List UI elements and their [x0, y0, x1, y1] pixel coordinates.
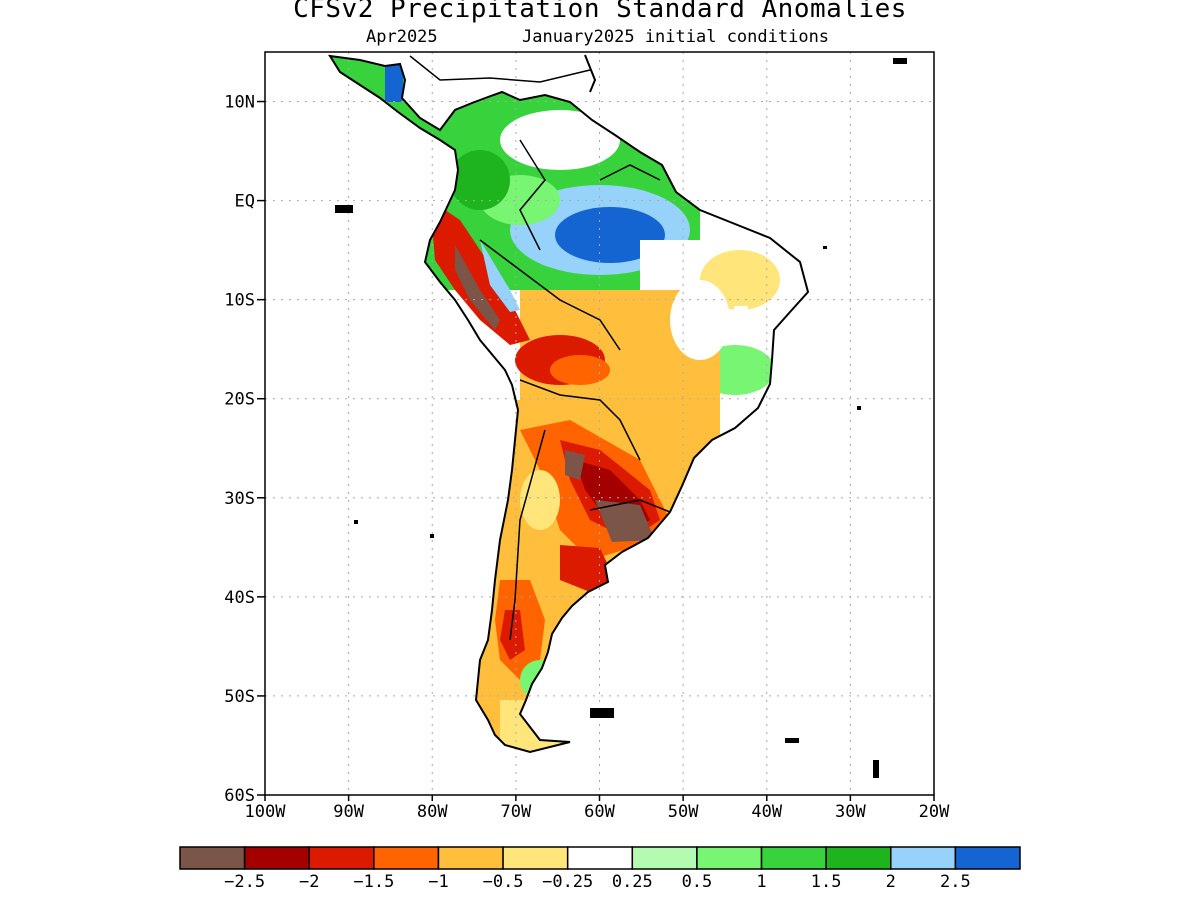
colorbar-label: 1 — [756, 872, 766, 892]
map-grid — [257, 51, 935, 801]
map-frame — [264, 51, 935, 796]
lat-label: 40S — [224, 588, 255, 608]
colorbar-label: −0.5 — [483, 872, 524, 892]
colorbar-swatch — [437, 846, 504, 870]
lat-label: 50S — [224, 687, 255, 707]
lat-label: 10N — [224, 93, 255, 113]
colorbar-label: −2 — [299, 872, 319, 892]
colorbar: −2.5 −2 −1.5 −1 −0.5 −0.25 0.25 0.5 1 1.5 2 2.5 — [179, 846, 1021, 892]
lat-label: 20S — [224, 390, 255, 410]
lon-label: 80W — [417, 802, 448, 822]
islands — [335, 58, 907, 778]
colorbar-label: 0.5 — [682, 872, 713, 892]
colorbar-swatch — [696, 846, 763, 870]
colorbar-label: −1 — [428, 872, 448, 892]
colorbar-label: 2.5 — [940, 872, 971, 892]
colorbar-swatch — [825, 846, 892, 870]
colorbar-label: 2 — [886, 872, 896, 892]
colorbar-swatch — [760, 846, 827, 870]
longitude-labels: 100W 90W 80W 70W 60W 50W 40W 30W 20W — [245, 802, 951, 822]
colorbar-swatch — [502, 846, 569, 870]
latitude-labels: 10N EQ 10S 20S 30S 40S 50S 60S — [224, 93, 255, 806]
lat-label: 10S — [224, 291, 255, 311]
lon-label: 20W — [919, 802, 950, 822]
colorbar-swatch — [566, 846, 634, 870]
colorbar-swatch — [373, 846, 440, 870]
lon-label: 30W — [835, 802, 866, 822]
colorbar-swatch — [631, 846, 698, 870]
colorbar-label: 0.25 — [612, 872, 653, 892]
lon-label: 60W — [584, 802, 615, 822]
subtitle-month: Apr2025 — [366, 27, 438, 47]
colorbar-label: 1.5 — [811, 872, 842, 892]
anomaly-field — [330, 56, 808, 752]
lat-label: EQ — [235, 192, 255, 212]
map-title: CFSv2 Precipitation Standard Anomalies — [293, 0, 907, 24]
lon-label: 40W — [751, 802, 782, 822]
lon-label: 50W — [668, 802, 699, 822]
colorbar-label: −0.25 — [542, 872, 593, 892]
lon-label: 100W — [245, 802, 287, 822]
coastlines — [328, 54, 810, 754]
lon-label: 90W — [333, 802, 364, 822]
subtitle-init: January2025 initial conditions — [522, 27, 830, 47]
colorbar-swatch — [179, 846, 246, 870]
colorbar-label: −1.5 — [353, 872, 394, 892]
colorbar-swatch — [308, 846, 375, 870]
lat-label: 30S — [224, 489, 255, 509]
lat-label: 60S — [224, 786, 255, 806]
colorbar-label: −2.5 — [224, 872, 265, 892]
colorbar-swatch — [954, 846, 1021, 870]
colorbar-swatch — [243, 846, 310, 870]
lon-label: 70W — [501, 802, 532, 822]
colorbar-swatch — [890, 846, 957, 870]
